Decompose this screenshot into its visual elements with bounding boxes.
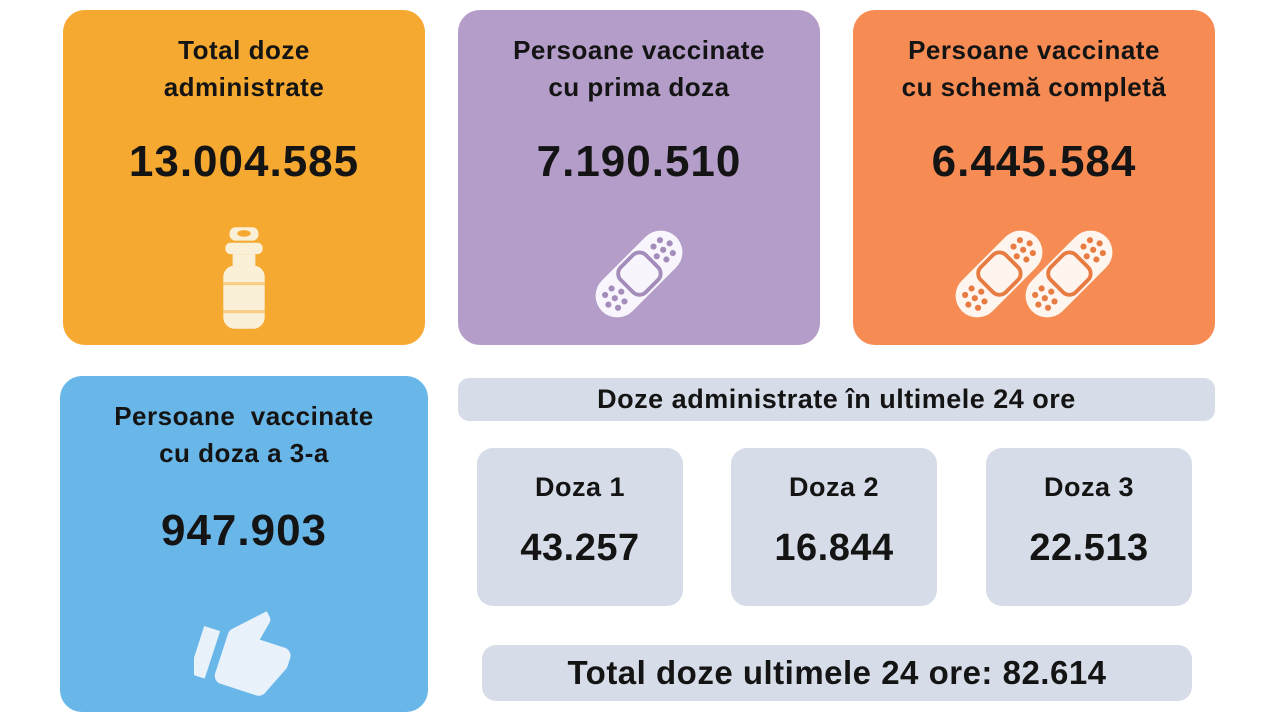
dose-3-label: Doza 3 bbox=[1043, 472, 1135, 502]
card-title-line: Persoane vaccinate bbox=[513, 35, 765, 65]
card-third-dose: Persoane vaccinate cu doza a 3-a 947.903 bbox=[60, 376, 428, 712]
card-full-schedule: Persoane vaccinate cu schemă completă 6.… bbox=[853, 10, 1215, 345]
card-title-line: Persoane vaccinate bbox=[908, 35, 1160, 65]
card-title-line: Total doze bbox=[178, 35, 310, 65]
card-third-dose-title: Persoane vaccinate cu doza a 3-a bbox=[114, 398, 374, 472]
card-first-dose: Persoane vaccinate cu prima doza 7.190.5… bbox=[458, 10, 820, 345]
dose-1-label: Doza 1 bbox=[534, 472, 626, 502]
card-third-dose-value: 947.903 bbox=[160, 505, 328, 555]
thumbs-up-icon bbox=[194, 590, 294, 702]
dose-1-card: Doza 1 43.257 bbox=[477, 448, 683, 606]
card-title-line: cu schemă completă bbox=[901, 71, 1167, 102]
card-total-doses-value: 13.004.585 bbox=[128, 137, 360, 187]
card-title-line: cu prima doza bbox=[548, 71, 730, 102]
dose-1-value: 43.257 bbox=[520, 527, 640, 569]
card-title-line: Persoane vaccinate bbox=[114, 401, 374, 431]
card-title-line: administrate bbox=[163, 71, 325, 102]
card-title-line: cu doza a 3-a bbox=[159, 437, 329, 468]
last-24h-header: Doze administrate în ultimele 24 ore bbox=[458, 378, 1215, 421]
card-full-schedule-value: 6.445.584 bbox=[931, 137, 1137, 187]
last-24h-total: Total doze ultimele 24 ore: 82.614 bbox=[482, 645, 1192, 701]
vaccine-vial-icon bbox=[215, 219, 273, 331]
double-bandage-icon bbox=[942, 219, 1126, 331]
dose-2-value: 16.844 bbox=[774, 527, 894, 569]
dose-2-card: Doza 2 16.844 bbox=[731, 448, 937, 606]
card-full-schedule-title: Persoane vaccinate cu schemă completă bbox=[902, 32, 1167, 106]
bandage-icon bbox=[582, 219, 696, 331]
dose-3-card: Doza 3 22.513 bbox=[986, 448, 1192, 606]
card-total-doses-title: Total doze administrate bbox=[164, 32, 325, 106]
card-first-dose-title: Persoane vaccinate cu prima doza bbox=[513, 32, 765, 106]
card-first-dose-value: 7.190.510 bbox=[536, 137, 742, 187]
dose-3-value: 22.513 bbox=[1029, 527, 1149, 569]
card-total-doses: Total doze administrate 13.004.585 bbox=[63, 10, 425, 345]
dose-2-label: Doza 2 bbox=[788, 472, 880, 502]
